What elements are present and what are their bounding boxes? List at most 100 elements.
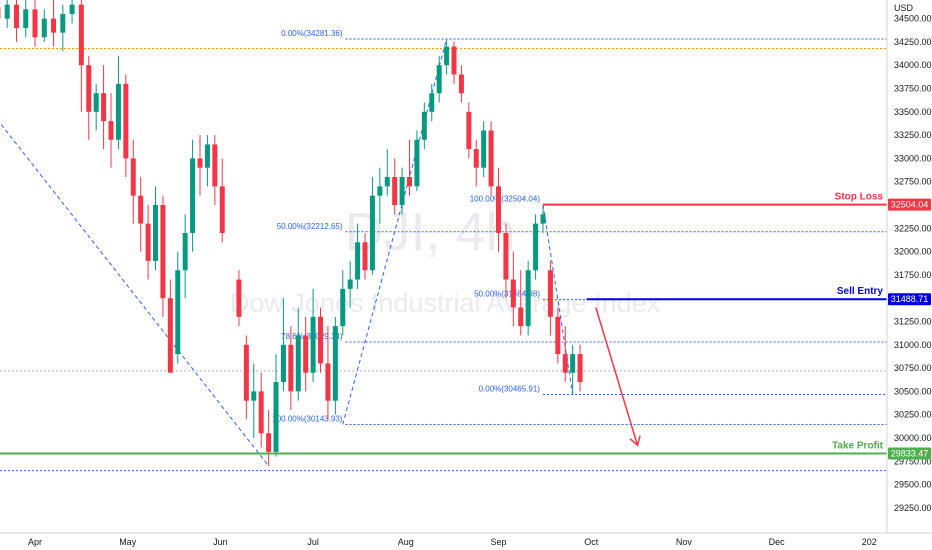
candle-body-3 (13, 4, 19, 28)
candle-body-42 (325, 363, 331, 401)
level-price-text-0: 32504.04 (891, 200, 929, 210)
candle-body-55 (421, 111, 427, 140)
candle-body-56 (429, 93, 435, 112)
candle-body-60 (458, 74, 464, 94)
price-tick-label-7: 32750.00 (894, 177, 932, 187)
time-tick-label-0: Apr (28, 537, 42, 547)
candle-body-51 (392, 177, 398, 205)
candle-body-69 (525, 270, 531, 327)
candle-body-35 (273, 382, 279, 452)
time-tick-label-9: 202 (862, 537, 877, 547)
level-name-1: Sell Entry (837, 286, 884, 297)
candle-body-49 (377, 186, 383, 196)
candle-body-15 (115, 83, 121, 140)
candle-body-18 (138, 195, 144, 224)
candle-body-54 (414, 139, 420, 187)
candle-body-20 (153, 205, 159, 261)
candle-body-70 (533, 223, 539, 271)
price-tick-label-9: 32250.00 (894, 223, 932, 233)
candle-body-47 (362, 242, 368, 271)
candle-body-48 (369, 195, 375, 271)
candle-body-23 (175, 270, 181, 355)
price-tick-label-4: 33500.00 (894, 107, 932, 117)
candle-body-37 (288, 344, 294, 392)
price-tags: 32504.04 31488.71 29833.47 (888, 198, 931, 460)
candle-body-6 (41, 18, 47, 38)
candle-body-13 (101, 93, 107, 122)
currency-label: USD (894, 3, 914, 13)
candle-body-72 (547, 270, 553, 317)
candle-body-63 (481, 130, 487, 168)
candle-body-21 (160, 205, 166, 299)
candle-body-74 (562, 354, 568, 373)
time-tick-label-2: Jun (213, 537, 228, 547)
candle-body-26 (197, 158, 203, 168)
price-tick-label-0: 34500.00 (894, 14, 932, 24)
candle-body-39 (303, 335, 309, 373)
candle-body-75 (570, 354, 576, 373)
candle-body-36 (280, 344, 286, 383)
time-tick-label-5: Sep (490, 537, 506, 547)
projection-arrow (595, 307, 641, 447)
candle-body-31 (243, 344, 249, 401)
candle-body-33 (258, 391, 264, 434)
arrow-head (629, 435, 641, 447)
candle-body-64 (488, 130, 494, 187)
time-tick-label-8: Dec (769, 537, 786, 547)
time-tick-label-4: Aug (398, 537, 414, 547)
candle-body-2 (4, 4, 10, 19)
level-name-0: Stop Loss (835, 192, 884, 203)
candle-body-53 (407, 177, 413, 187)
candle-body-34 (266, 433, 272, 452)
level-name-2: Take Profit (832, 440, 884, 451)
candle-body-7 (51, 18, 57, 33)
candle-body-62 (473, 149, 479, 168)
candle-body-61 (466, 111, 472, 150)
price-scale[interactable] (887, 0, 932, 533)
candle-body-46 (355, 242, 361, 280)
candle-body-28 (212, 144, 218, 187)
candle-body-27 (204, 144, 210, 168)
candle-body-68 (518, 307, 524, 327)
time-scale[interactable] (0, 533, 932, 550)
price-tick-label-20: 29500.00 (894, 480, 932, 490)
candle-body-76 (577, 354, 583, 383)
time-tick-label-6: Oct (584, 537, 599, 547)
name-watermark: Dow Jones Industrial Average Index (230, 288, 661, 318)
price-tick-label-11: 31750.00 (894, 270, 932, 280)
candle-body-45 (347, 279, 353, 289)
candle-body-66 (503, 232, 509, 280)
fib-level-label-0: 0.00%(34281.36) (281, 29, 343, 38)
candle-body-9 (69, 4, 75, 14)
candle-body-22 (167, 298, 173, 373)
candle-body-24 (182, 232, 188, 271)
candle-body-5 (32, 9, 38, 38)
candle-body-44 (340, 288, 346, 327)
price-tick-label-18: 30000.00 (894, 433, 932, 443)
price-tick-label-3: 33750.00 (894, 84, 932, 94)
candle-body-29 (219, 186, 225, 233)
candle-body-73 (555, 316, 561, 355)
candle-body-4 (23, 9, 29, 28)
level-price-tag-2 (888, 447, 931, 460)
price-tick-label-6: 33000.00 (894, 153, 932, 163)
price-tick-label-15: 30750.00 (894, 363, 932, 373)
candle-body-43 (332, 326, 338, 401)
price-tick-label-10: 32000.00 (894, 247, 932, 257)
candle-body-32 (251, 391, 257, 401)
price-tick-label-5: 33250.00 (894, 130, 932, 140)
candle-body-30 (236, 279, 242, 317)
candle-body-65 (496, 186, 501, 233)
fib-level-label-4: 100.00%(32504.04) (470, 195, 541, 204)
price-tick-label-17: 30250.00 (894, 410, 932, 420)
fib-level-label-6: 0.00%(30465.91) (479, 385, 541, 394)
level-price-text-1: 31488.71 (891, 294, 929, 304)
fib-level-label-3: 100.00%(30143.93) (272, 415, 343, 424)
candle-body-59 (451, 46, 457, 75)
fib-level-label-5: 50.00%(31484.98) (474, 290, 540, 299)
candle-body-10 (78, 4, 84, 66)
candle-body-71 (540, 214, 546, 224)
level-price-text-2: 29833.47 (891, 448, 929, 458)
